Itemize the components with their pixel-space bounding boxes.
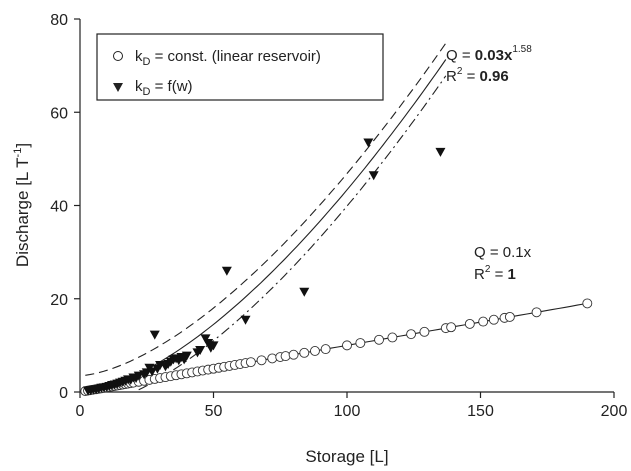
legend-label-linear: kD = const. (linear reservoir) xyxy=(135,48,321,68)
data-point-linear xyxy=(267,353,278,364)
x-ticks: 0 50 100 150 200 xyxy=(76,392,628,420)
power-fit-upper-band xyxy=(85,42,447,376)
data-point-linear xyxy=(256,355,267,366)
data-point-linear xyxy=(374,334,384,345)
legend-box xyxy=(96,33,384,101)
power-fit-equation: Q = 0.03x1.58 xyxy=(446,44,532,64)
data-point-linear xyxy=(342,340,352,351)
data-point-fw xyxy=(149,330,160,340)
y-tick-label: 20 xyxy=(50,292,68,309)
y-tick-label: 40 xyxy=(50,199,68,216)
data-point-fw xyxy=(195,346,206,356)
legend: kD = const. (linear reservoir) kD = f(w) xyxy=(96,33,384,101)
y-axis-title: Discharge [L T-1] xyxy=(12,143,32,267)
data-point-fw xyxy=(299,287,310,297)
y-ticks: 0 20 40 60 80 xyxy=(50,12,80,402)
data-point-fw xyxy=(240,315,251,325)
data-point-fw xyxy=(181,351,192,361)
data-point-linear xyxy=(355,338,366,348)
data-point-linear xyxy=(446,322,457,333)
data-point-linear xyxy=(245,357,256,368)
x-tick-label: 200 xyxy=(601,403,628,420)
data-point-fw xyxy=(435,147,446,157)
y-tick-label: 60 xyxy=(50,105,68,122)
y-tick-label: 80 xyxy=(50,12,68,29)
power-fit-lower-band xyxy=(138,75,447,391)
data-point-linear xyxy=(419,326,430,337)
data-point-linear xyxy=(288,349,299,360)
data-point-linear xyxy=(320,344,331,355)
data-point-fw xyxy=(221,266,232,276)
markers xyxy=(80,138,593,397)
data-point-linear xyxy=(504,311,515,322)
data-point-fw xyxy=(208,341,219,351)
y-tick-label: 0 xyxy=(59,385,68,402)
data-point-linear xyxy=(299,347,310,358)
data-point-linear xyxy=(531,307,542,318)
data-point-fw xyxy=(363,138,374,148)
data-point-linear xyxy=(280,351,291,362)
legend-label-fw: kD = f(w) xyxy=(135,78,193,98)
data-point-linear xyxy=(310,346,320,356)
linear-fit-r2: R2 = 1 xyxy=(474,264,516,283)
data-point-linear xyxy=(582,298,593,309)
data-point-linear xyxy=(478,316,489,327)
x-tick-label: 100 xyxy=(334,403,361,420)
linear-fit-equation: Q = 0.1x xyxy=(474,244,532,261)
x-tick-label: 150 xyxy=(467,403,494,420)
data-point-linear xyxy=(464,318,475,329)
x-tick-label: 50 xyxy=(205,403,223,420)
legend-marker-circle xyxy=(113,51,123,61)
x-axis-title: Storage [L] xyxy=(305,447,388,466)
data-point-fw xyxy=(368,171,379,181)
data-point-fw xyxy=(200,334,211,344)
legend-marker-triangle xyxy=(113,83,123,92)
plot-area: 0 50 100 150 200 0 20 40 60 80 xyxy=(50,12,627,420)
data-point-fw xyxy=(147,367,158,377)
data-point-linear xyxy=(406,329,417,340)
data-point-linear xyxy=(387,332,398,343)
power-fit-r2: R2 = 0.96 xyxy=(446,66,509,85)
data-point-linear xyxy=(488,314,499,325)
data-point-fw xyxy=(203,339,214,349)
x-tick-label: 0 xyxy=(76,403,85,420)
